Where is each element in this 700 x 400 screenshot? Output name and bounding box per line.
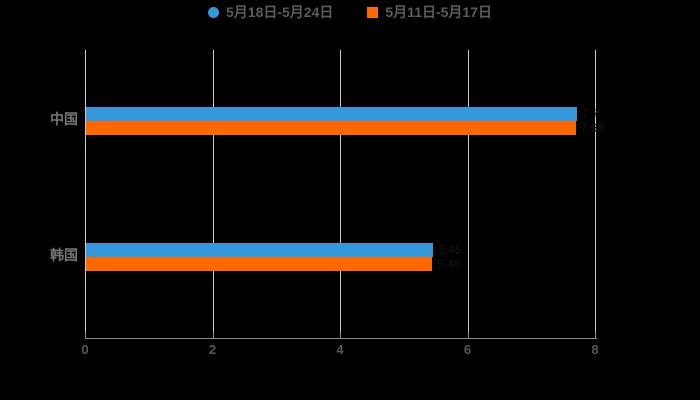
x-tick-label: 0 [81, 342, 89, 357]
x-tick-label: 6 [463, 342, 472, 357]
value-label: 5.43 [437, 257, 461, 271]
gridline [85, 50, 86, 332]
x-axis-tick [85, 332, 86, 338]
legend-circle-marker-icon [208, 6, 219, 18]
x-axis-tick [212, 332, 214, 338]
value-label: 5.45 [438, 243, 462, 257]
bar-china-week2 [86, 107, 577, 121]
legend-label: 5月11日-5月17日 [385, 4, 492, 20]
x-axis-tick [595, 332, 596, 338]
value-label: 7.7 [581, 107, 599, 121]
x-axis-tick [467, 332, 469, 338]
bar-korea-week1 [86, 257, 433, 271]
legend-label: 5月18日-5月24日 [226, 4, 334, 20]
x-tick-label: 4 [336, 342, 344, 357]
gridline [467, 50, 469, 332]
gridline [340, 50, 341, 332]
x-axis-tick [340, 332, 341, 338]
legend-item-week2[interactable]: 5月18日-5月24日 [208, 4, 333, 20]
gridline [212, 50, 214, 332]
legend-square-marker-icon [367, 6, 379, 18]
bar-korea-week2 [86, 243, 434, 257]
legend-item-week1[interactable]: 5月11日-5月17日 [367, 4, 492, 20]
x-tick-label: 2 [208, 342, 217, 357]
chart-legend: 5月18日-5月24日 5月11日-5月17日 [0, 4, 700, 20]
bar-china-week1 [86, 121, 576, 135]
gridline [595, 50, 596, 332]
value-label: 7.68 [580, 121, 604, 135]
x-tick-label: 8 [591, 342, 599, 357]
x-axis-line [85, 338, 597, 339]
category-label-korea: 韩国 [50, 247, 78, 263]
category-label-china: 中国 [50, 111, 78, 127]
